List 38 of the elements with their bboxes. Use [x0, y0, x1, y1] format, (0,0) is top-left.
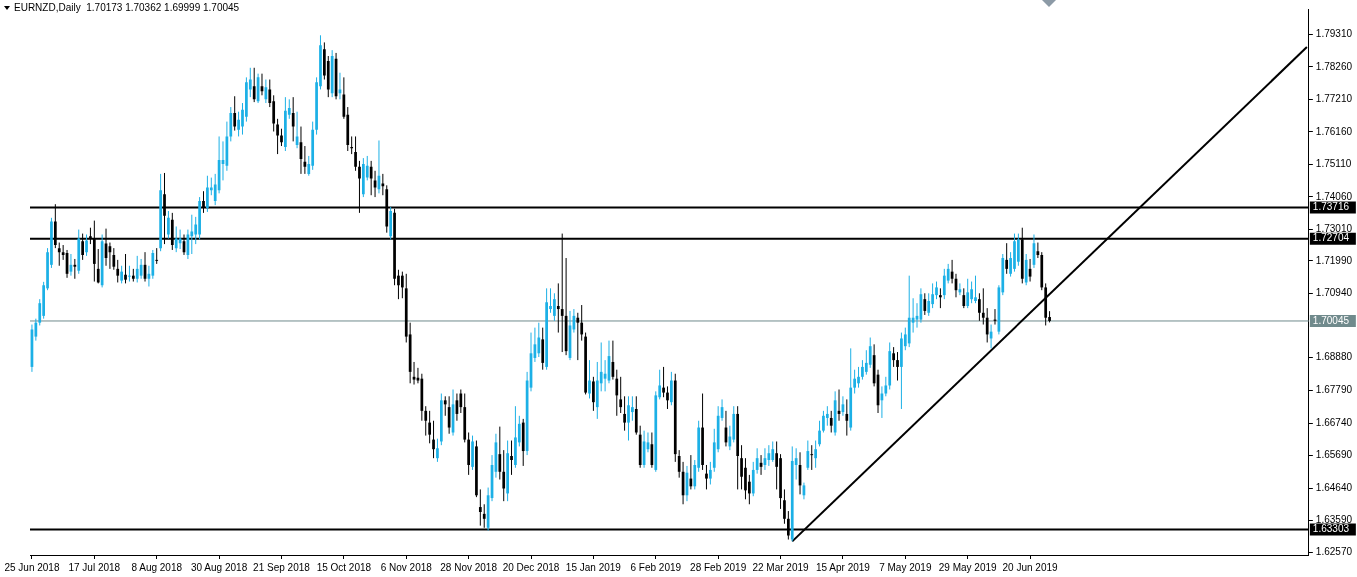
x-tick-label: 25 Jun 2018 [4, 561, 60, 573]
y-tick-label: 1.62570 [1315, 545, 1353, 557]
x-tick-label: 15 Apr 2019 [815, 561, 871, 573]
y-tick-label: 1.70940 [1315, 287, 1353, 299]
y-tick-label: 1.77210 [1315, 93, 1353, 105]
x-tick-label: 15 Jan 2019 [565, 561, 622, 573]
y-tick-label: 1.66740 [1315, 416, 1353, 428]
x-tick-label: 6 Feb 2019 [630, 561, 682, 573]
y-tick-label: 1.75110 [1315, 158, 1352, 170]
y-tick-label: 1.76160 [1315, 125, 1353, 137]
y-tick-label: 1.71990 [1315, 254, 1353, 266]
x-tick-label: 22 Mar 2019 [752, 561, 810, 573]
ref-line-label: 1.73716 [1312, 201, 1350, 213]
ref-line-label: 1.63303 [1312, 523, 1350, 535]
x-tick-label: 7 May 2019 [879, 561, 932, 573]
ref-line-label: 1.70045 [1312, 314, 1350, 326]
ref-line-label: 1.72704 [1312, 232, 1350, 244]
y-tick-label: 1.74060 [1315, 190, 1353, 202]
y-tick-label: 1.78260 [1315, 60, 1353, 72]
x-tick-label: 20 Dec 2018 [502, 561, 560, 573]
x-tick-label: 28 Feb 2019 [690, 561, 747, 573]
x-tick-label: 15 Oct 2018 [316, 561, 372, 573]
x-tick-label: 29 May 2019 [938, 561, 998, 573]
x-tick-label: 21 Sep 2018 [253, 561, 311, 573]
x-tick-label: 30 Aug 2018 [191, 561, 248, 573]
y-tick-label: 1.68880 [1315, 350, 1353, 362]
x-tick-label: 6 Nov 2018 [380, 561, 433, 573]
y-tick-label: 1.63590 [1315, 514, 1353, 526]
y-tick-label: 1.67790 [1315, 384, 1353, 396]
x-tick-label: 28 Nov 2018 [440, 561, 498, 573]
y-tick-label: 1.64640 [1315, 481, 1353, 493]
y-tick-label: 1.73010 [1315, 223, 1353, 235]
y-tick-label: 1.65690 [1315, 449, 1353, 461]
x-tick-label: 17 Jul 2018 [68, 561, 121, 573]
chart-title: EURNZD,Daily 1.70173 1.70362 1.69999 1.70045 [14, 2, 240, 14]
y-tick-label: 1.79310 [1315, 28, 1353, 40]
x-tick-label: 8 Aug 2018 [131, 561, 183, 573]
x-tick-label: 20 Jun 2019 [1002, 561, 1059, 573]
